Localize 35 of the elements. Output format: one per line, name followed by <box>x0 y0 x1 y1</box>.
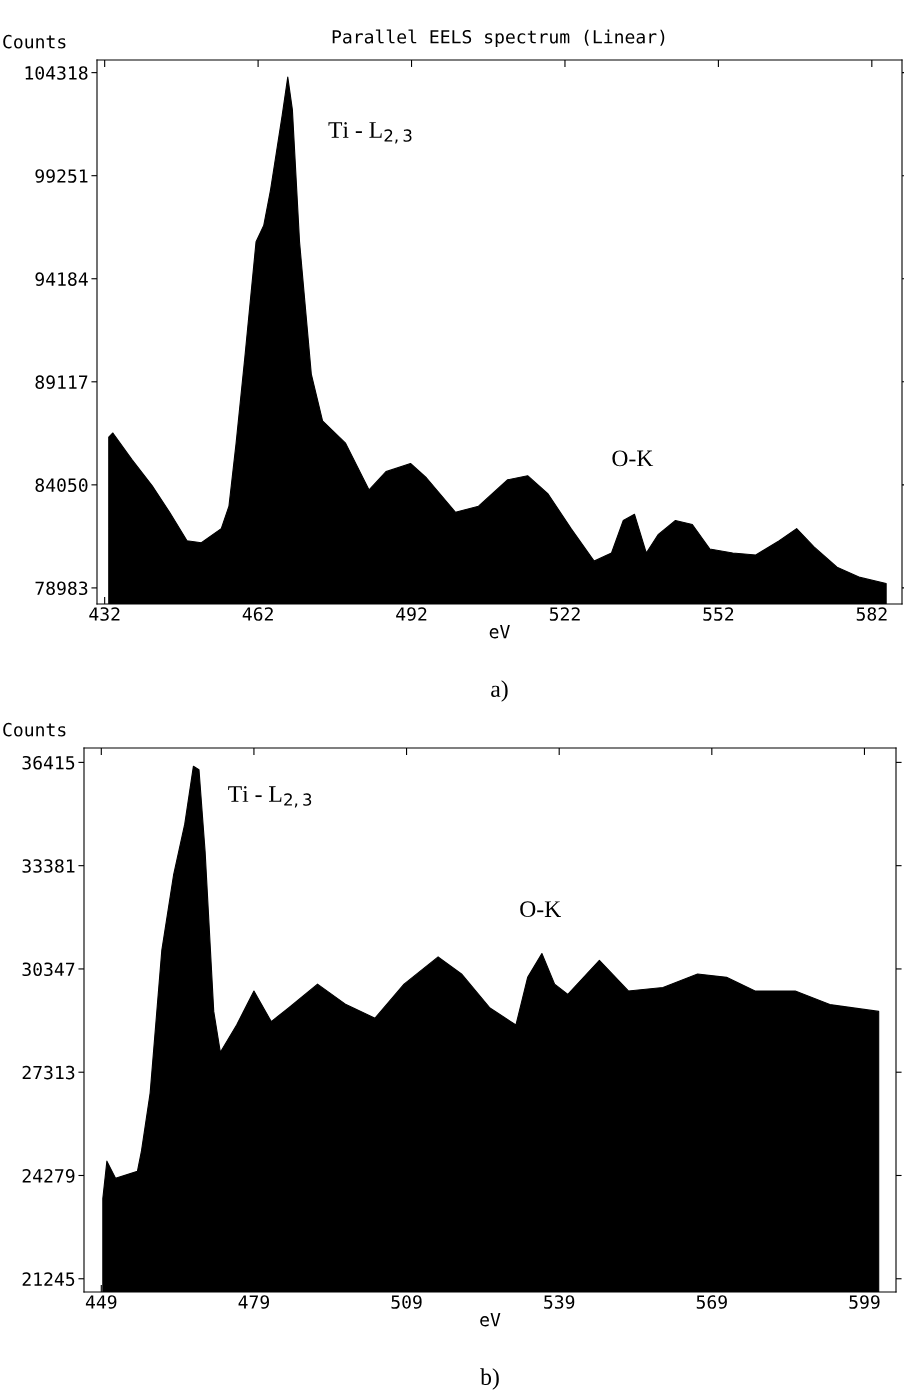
y-axis-title: Counts <box>3 722 66 737</box>
y-tick-label: 78983 <box>35 581 88 596</box>
x-tick-label: 509 <box>391 1295 422 1309</box>
y-tick-label: 94184 <box>35 272 88 286</box>
x-tick-label: 449 <box>85 1295 117 1309</box>
text: a) <box>491 680 508 702</box>
x-tick-label: 492 <box>396 607 427 621</box>
x-tick-label: 522 <box>549 607 580 621</box>
y-tick-label: 30347 <box>22 962 75 977</box>
text: b) <box>480 1368 499 1390</box>
annotation: O-K <box>520 901 561 918</box>
x-tick-label: 432 <box>89 607 120 621</box>
x-tick-label: 539 <box>544 1295 575 1309</box>
x-tick-label: 479 <box>238 1295 270 1309</box>
x-axis-title: eV <box>480 1313 501 1327</box>
x-tick-label: 599 <box>849 1295 880 1309</box>
y-tick-label: 84050 <box>35 478 88 493</box>
y-tick-label: 24279 <box>22 1168 75 1183</box>
y-tick-label: 33381 <box>22 859 75 873</box>
x-tick-label: 552 <box>703 607 734 621</box>
x-axis-title: eV <box>489 625 510 639</box>
y-axis-title: Counts <box>3 34 66 49</box>
chart-title: Parallel EELS spectrum (Linear) <box>332 29 665 48</box>
y-tick-label: 89117 <box>35 375 88 389</box>
y-tick-label: 99251 <box>35 169 88 183</box>
y-tick-label: 27313 <box>22 1065 75 1080</box>
annotation: Ti - L$_{2,3}$ <box>228 786 312 808</box>
x-tick-label: 569 <box>696 1295 727 1309</box>
annotation: Ti - L$_{2,3}$ <box>328 122 412 144</box>
annotation: O-K <box>612 450 654 467</box>
y-tick-label: 21245 <box>22 1272 75 1286</box>
x-tick-label: 582 <box>856 607 887 621</box>
x-tick-label: 462 <box>242 607 273 621</box>
y-tick-label: 104318 <box>25 66 88 80</box>
y-tick-label: 36415 <box>22 755 75 770</box>
